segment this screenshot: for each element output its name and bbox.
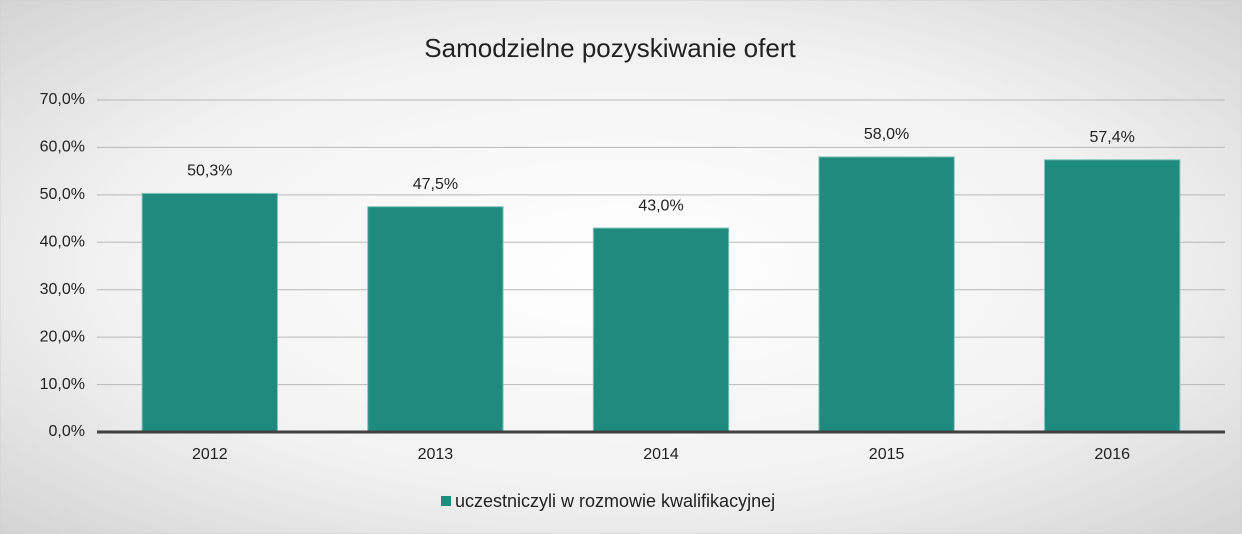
- data-label: 58,0%: [864, 126, 909, 143]
- y-tick-label: 10,0%: [40, 376, 85, 393]
- y-tick-label: 70,0%: [40, 91, 85, 108]
- x-tick-label: 2012: [192, 446, 228, 463]
- y-tick-label: 0,0%: [49, 423, 85, 440]
- y-tick-label: 50,0%: [40, 186, 85, 203]
- bar: [818, 156, 955, 433]
- x-tick-label: 2014: [643, 446, 679, 463]
- x-tick-label: 2015: [869, 446, 905, 463]
- y-tick-label: 20,0%: [40, 328, 85, 345]
- bar: [592, 227, 730, 433]
- data-label: 57,4%: [1090, 129, 1135, 146]
- x-tick-label: 2013: [418, 446, 454, 463]
- data-label: 47,5%: [413, 176, 458, 193]
- bar: [367, 206, 504, 433]
- x-tick-label: 2016: [1094, 446, 1130, 463]
- chart-title: Samodzielne pozyskiwanie ofert: [424, 33, 796, 63]
- legend-swatch: [441, 496, 451, 506]
- y-tick-label: 60,0%: [40, 139, 85, 156]
- bar: [141, 192, 278, 433]
- legend-label: uczestniczyli w rozmowie kwalifikacyjnej: [455, 491, 775, 511]
- bar: [1044, 159, 1181, 433]
- y-tick-label: 40,0%: [40, 234, 85, 251]
- data-label: 43,0%: [638, 197, 683, 214]
- y-tick-label: 30,0%: [40, 281, 85, 298]
- data-label: 50,3%: [187, 163, 232, 180]
